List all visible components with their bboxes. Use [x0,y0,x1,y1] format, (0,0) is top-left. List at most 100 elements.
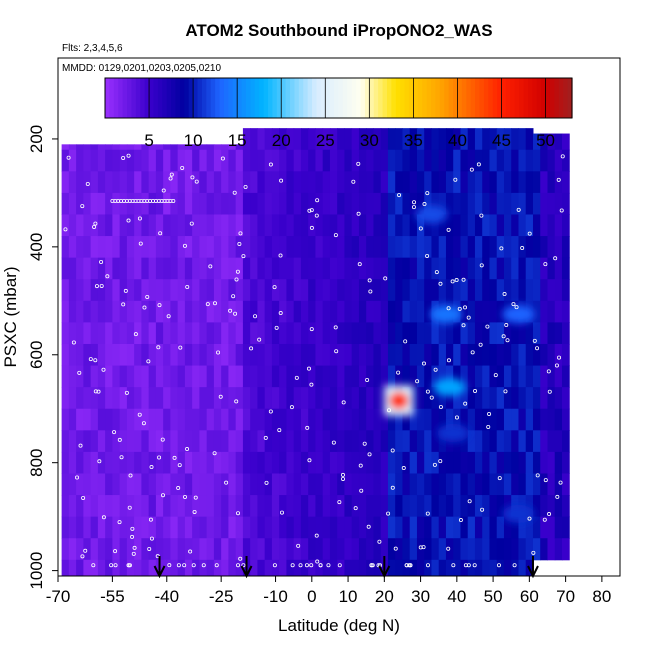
heatmap-cell [90,144,99,151]
sample-point [96,389,101,394]
heatmap-cell [380,128,389,151]
heatmap-cell [380,300,389,323]
heatmap-cell [460,495,469,518]
heatmap-cell [489,451,498,474]
heatmap-cell [61,538,70,561]
heatmap-cell [257,300,266,323]
heatmap-cell [271,257,280,280]
heatmap-cell [358,128,367,151]
heatmap-cell [250,236,258,259]
heatmap-cell [264,430,273,453]
sample-point [499,246,504,251]
heatmap-cell [532,257,541,280]
sample-point [236,511,241,516]
heatmap-cell [293,257,302,280]
heatmap-cell [308,408,316,431]
heatmap-cell [561,171,570,194]
heatmap-cell [163,300,171,323]
sample-point [512,563,517,568]
heatmap-cell [279,343,287,367]
heatmap-cell [518,149,527,172]
heatmap-cell [177,516,186,539]
colorbar-segment [290,78,296,118]
colorbar-segment [179,78,185,118]
heatmap-cell [112,559,121,576]
heatmap-cell [105,365,113,388]
heatmap-cell [170,559,179,576]
sample-point [169,172,174,177]
heatmap-cell [416,257,425,280]
heatmap-cell [395,192,403,215]
heatmap-cell [496,451,505,474]
sample-point [478,342,483,347]
heatmap-cell [489,171,498,194]
heatmap-cell [221,149,229,172]
heatmap-cell [206,408,215,431]
heatmap-cell [438,495,447,518]
heatmap-cell [199,495,208,518]
heatmap-cell [445,495,454,518]
heatmap-cell [453,236,461,259]
colorbar: 5 10 15 20 25 30 35 40 45 50 [104,77,573,150]
colorbar-segment [413,78,419,118]
heatmap-cell [308,559,316,576]
heatmap-cell [170,473,179,496]
heatmap-cell [141,365,150,388]
heatmap-cell [482,343,490,367]
sample-point [238,231,243,236]
heatmap-cell [112,408,121,431]
heatmap-cell [83,144,92,151]
heatmap-cell [315,128,324,151]
colorbar-segment [193,78,199,118]
heatmap-cell [366,214,374,237]
heatmap-cell [547,473,556,496]
heatmap-cell [344,538,353,561]
heatmap-cell [264,538,273,561]
heatmap-cell [76,495,84,518]
sample-point [146,359,151,364]
sample-point [156,345,161,350]
heatmap-cell [83,387,92,410]
heatmap-cell [322,149,331,172]
sample-point [182,243,187,248]
heatmap-cell [438,322,447,345]
heatmap-cell [155,149,164,172]
heatmap-cell [438,408,447,431]
heatmap-cell [61,387,70,410]
heatmap-cell [438,538,447,561]
heatmap-cell [525,279,534,302]
heatmap-cell [489,149,498,172]
heatmap-cell [525,538,534,561]
heatmap-cell [518,451,527,474]
heatmap-cell [561,451,570,474]
colorbar-tick-label: 20 [272,131,291,150]
sample-point [77,370,82,375]
colorbar-segment [298,78,304,118]
sample-point [493,373,498,378]
heatmap-cell [242,473,251,496]
colorbar-tick-label: 45 [492,131,511,150]
heatmap-cell [206,149,215,172]
heatmap-cell [329,214,338,237]
heatmap-cell [177,473,186,496]
heatmap-cell [547,343,556,367]
heatmap-cell [467,495,476,518]
heatmap-cell [76,322,84,345]
colorbar-segment [276,78,282,118]
heatmap-cell [90,495,99,518]
heatmap-cell [83,559,92,576]
heatmap-cell [431,430,440,453]
heatmap-cell [329,451,338,474]
heatmap-cell [554,430,563,453]
heatmap-cell [474,214,483,237]
heatmap-cell [242,236,251,259]
heatmap-cell [445,192,454,215]
heatmap-cell [380,236,389,259]
heatmap-cell [126,257,135,280]
heatmap-cell [540,538,548,561]
heatmap-cell [525,322,534,345]
heatmap-cell [387,279,396,302]
heatmap-cell [148,343,157,367]
heatmap-cell [474,559,483,576]
